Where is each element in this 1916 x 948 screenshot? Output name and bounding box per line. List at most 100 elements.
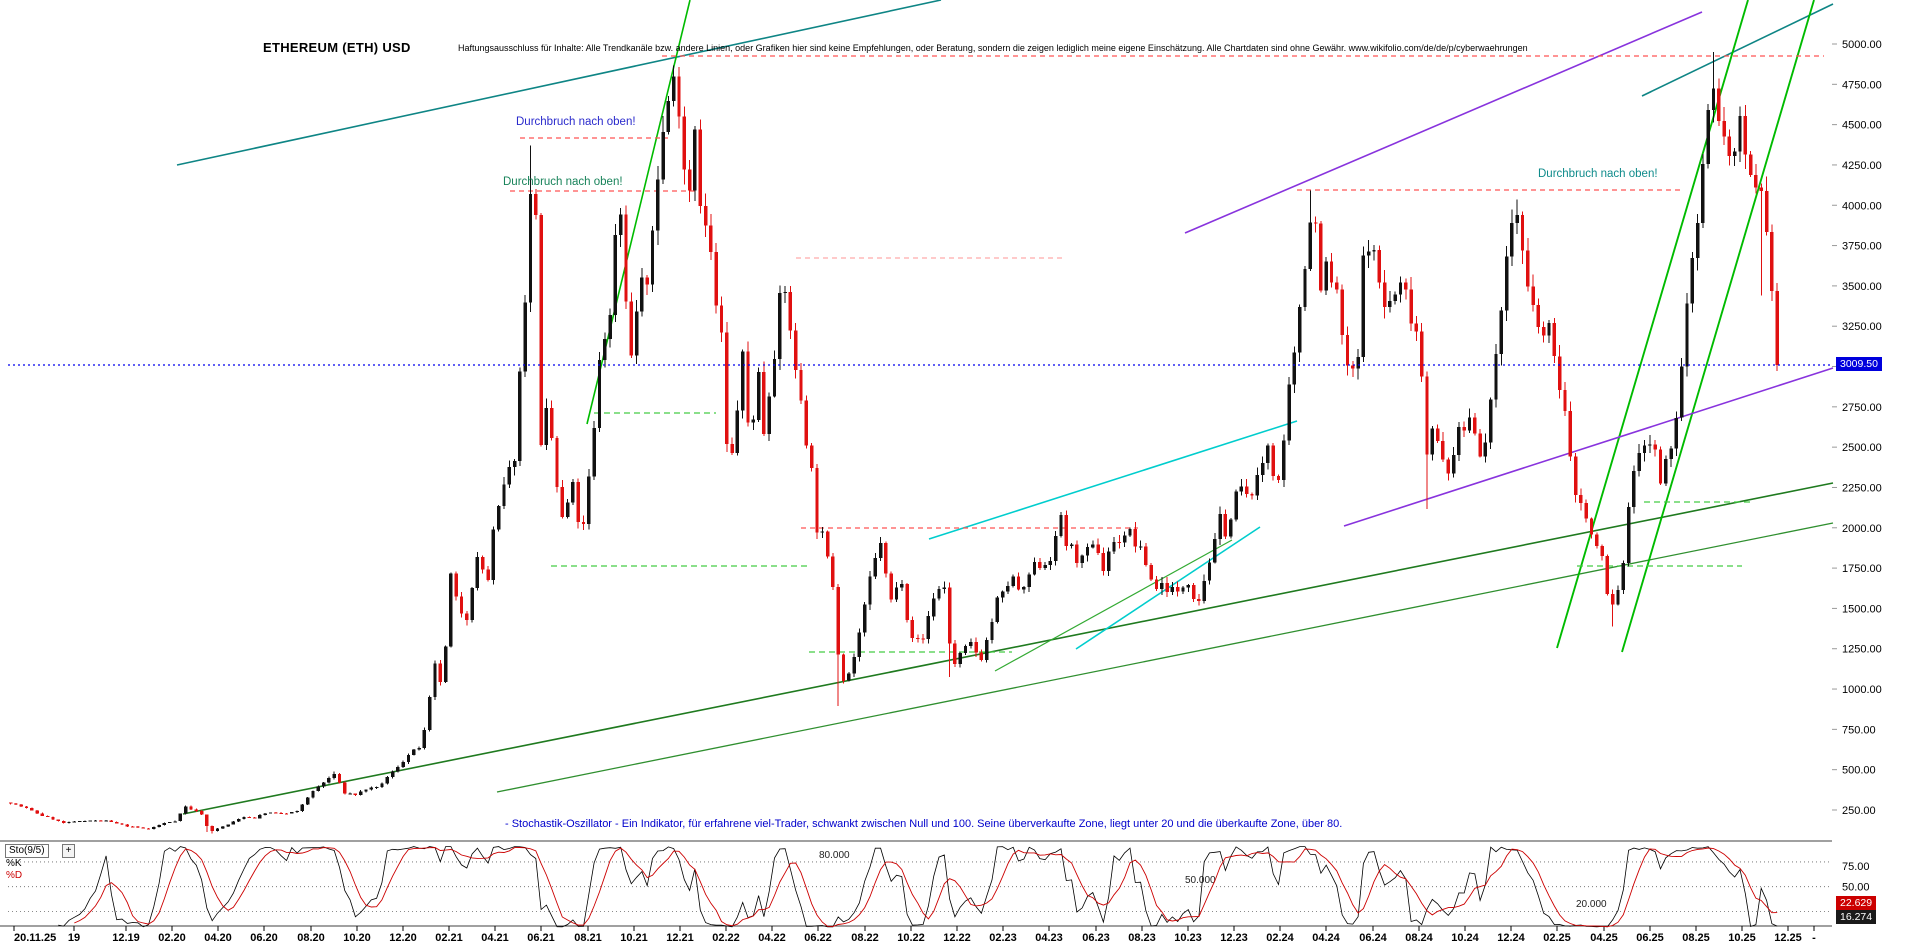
candle-body [1266, 445, 1270, 464]
candle-body [1308, 222, 1312, 269]
candle-body [374, 787, 379, 789]
price-axis-label: 4000.00 [1842, 200, 1882, 212]
indicator-add-button[interactable]: + [62, 844, 75, 858]
candle-body [619, 214, 623, 236]
candle-body [120, 823, 124, 825]
candle-body [152, 827, 156, 829]
candle-body [1520, 214, 1525, 251]
oscillator-d-line [74, 847, 1778, 928]
candle-body [1748, 154, 1753, 175]
annotation-durchbruch-2: Durchbruch nach oben! [503, 176, 623, 188]
oscillator-level-label: 20.000 [1576, 899, 1607, 910]
candle-body [539, 215, 543, 446]
candle-body [428, 697, 432, 731]
candle-body [725, 332, 729, 444]
candle-body [40, 813, 45, 816]
date-axis-labels: 20.11.25 19 12.19 02.20 04.20 06.20 08.20 10.20… [13, 926, 1816, 944]
trend-line [1641, 3, 1834, 97]
candle-body [295, 811, 299, 813]
candles-layer [8, 52, 1779, 834]
candle-body [475, 557, 480, 589]
candle-body [1526, 250, 1530, 287]
candle-body [990, 622, 994, 641]
candle-body [449, 573, 453, 647]
price-axis-label: 250.00 [1842, 805, 1876, 817]
candle-body [1435, 428, 1440, 441]
candle-body [359, 791, 363, 796]
candle-body [1727, 136, 1732, 157]
price-axis-label: 2500.00 [1842, 442, 1882, 454]
candle-body [1499, 310, 1503, 355]
candle-body [1664, 459, 1668, 484]
candle-body [687, 169, 692, 191]
candle-body [8, 802, 13, 804]
candle-body [406, 755, 411, 762]
percent-d-label: %D [6, 870, 23, 881]
disclaimer-text: Haftungsausschluss für Inhalte: Alle Tre… [458, 43, 1528, 53]
candle-body [709, 225, 713, 253]
candle-body [1006, 585, 1010, 592]
candle-body [1149, 565, 1153, 580]
candle-body [157, 825, 161, 827]
candle-body [841, 654, 846, 681]
candle-body [1260, 463, 1265, 476]
candle-body [1759, 187, 1763, 192]
candle-body [173, 821, 177, 823]
candle-body [937, 589, 941, 599]
trend-line [994, 539, 1233, 672]
candle-body [1138, 546, 1143, 548]
candle-body [146, 828, 151, 830]
candle-body [61, 820, 66, 823]
candle-body [1467, 417, 1472, 431]
candle-body [1648, 444, 1652, 446]
stochastic-d-badge: 22.629 [1836, 896, 1877, 910]
candle-body [592, 428, 596, 477]
candle-body [1197, 599, 1201, 601]
candle-body [693, 129, 697, 191]
candle-body [762, 372, 766, 434]
candle-body [799, 370, 803, 401]
candle-body [587, 476, 591, 525]
candle-body [470, 588, 474, 621]
candle-body [873, 558, 877, 577]
date-axis-label: 06.24 [1359, 932, 1387, 944]
stochastic-indicator-label[interactable]: Sto(9/5) [5, 844, 49, 858]
candle-body [1430, 428, 1434, 455]
candle-body [454, 573, 458, 597]
candle-body [422, 730, 427, 748]
candle-body [650, 230, 655, 285]
candle-body [661, 131, 665, 180]
candle-body [327, 778, 331, 783]
candle-body [1573, 456, 1578, 495]
candle-body [343, 782, 347, 794]
candle-body [698, 129, 702, 206]
candle-body [1398, 282, 1403, 295]
candle-body [603, 338, 607, 361]
candle-body [1685, 303, 1689, 367]
candle-body [1611, 594, 1615, 605]
candle-body [884, 542, 888, 574]
date-axis-label: 20.11.25 [14, 932, 56, 944]
candle-body [19, 804, 23, 807]
candle-body [666, 100, 671, 132]
price-axis-label: 3250.00 [1842, 321, 1882, 333]
candle-body [390, 771, 395, 778]
date-axis-label: 19 [68, 932, 80, 944]
candle-body [831, 556, 835, 587]
candle-body [995, 597, 999, 623]
candle-body [178, 813, 183, 822]
candle-body [974, 642, 978, 653]
candle-body [1531, 286, 1535, 305]
candle-body [1605, 556, 1610, 595]
candle-body [1558, 356, 1562, 390]
candle-body [1441, 441, 1445, 460]
candle-body [1393, 294, 1397, 301]
candle-body [1170, 587, 1175, 593]
date-axis-label: 06.25 [1636, 932, 1664, 944]
candle-body [1770, 231, 1774, 291]
candle-body [1329, 261, 1334, 283]
candle-body [1160, 583, 1164, 589]
price-axis-label: 4750.00 [1842, 79, 1882, 91]
candle-body [486, 569, 490, 580]
candle-body [1144, 546, 1148, 565]
